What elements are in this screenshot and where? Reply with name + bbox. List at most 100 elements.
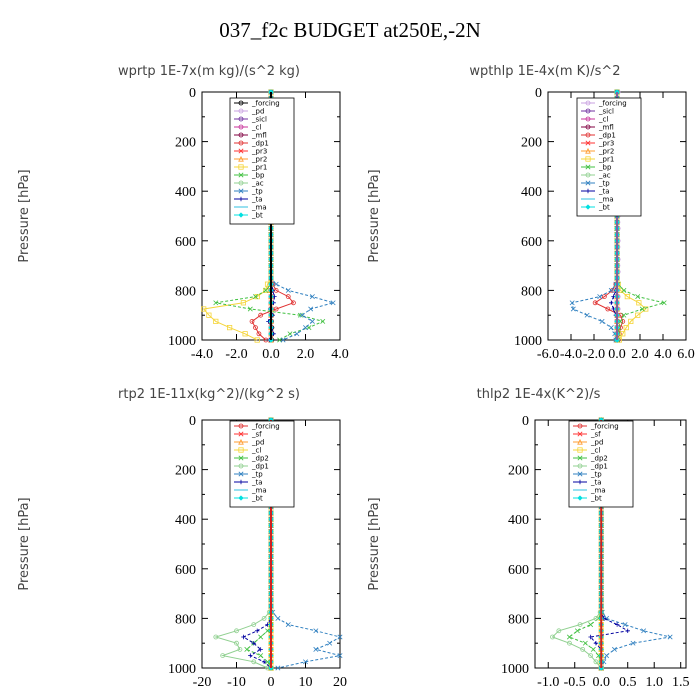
data-point: [261, 616, 267, 621]
data-point: [639, 306, 645, 312]
data-point: [614, 622, 620, 627]
legend-label: _dp1: [251, 140, 269, 148]
data-point: [550, 634, 555, 640]
data-point: [621, 312, 627, 318]
legend-marker: [577, 463, 583, 469]
panel-2: wpthlp 1E-4x(m K)/s^2 Pressure [hPa] 0 200 4…: [367, 64, 695, 362]
data-point: [242, 331, 248, 337]
legend-label: _pr2: [251, 156, 267, 164]
legend-label: _bp: [251, 172, 265, 180]
y-tick-label: 0: [522, 414, 529, 429]
legend-label: _pd: [251, 439, 264, 447]
data-point: [601, 659, 607, 665]
y-tick-label: 200: [175, 464, 196, 479]
legend-marker: [238, 155, 244, 162]
y-tick-label: 600: [521, 235, 542, 250]
legend-label: _pr1: [251, 164, 267, 172]
x-tick-label: 6.0: [677, 347, 695, 362]
legend-label: _forcing: [251, 100, 280, 108]
panel-3: rtp2 1E-11x(kg^2)/(kg^2 s) Pressure [hPa]…: [17, 387, 347, 690]
legend-marker: [238, 196, 244, 202]
y-tick-label: 400: [521, 185, 542, 200]
data-point: [240, 300, 246, 306]
data-point: [643, 306, 649, 312]
legend-marker: [238, 180, 244, 186]
legend-label: _dp1: [251, 463, 269, 471]
legend-label: _ac: [251, 180, 264, 188]
y-tick-label: 1000: [514, 334, 542, 349]
legend-label: _ma: [251, 204, 267, 212]
panel-title: wpthlp 1E-4x(m K)/s^2: [469, 64, 620, 79]
x-tick-label: -2.0: [583, 347, 605, 362]
data-point: [258, 647, 263, 652]
y-tick-label: 1000: [501, 662, 529, 677]
data-point: [588, 634, 593, 640]
legend-label: _ta: [598, 188, 610, 196]
legend-marker: [585, 100, 591, 106]
y-tick-label: 1000: [168, 662, 196, 677]
x-tick-label: 4.0: [331, 347, 349, 362]
data-point: [620, 331, 626, 337]
legend: _forcing_sicl_cl_mfl_dp1_pr3_pr2_pr1_bp_…: [576, 97, 642, 217]
y-tick-label: 400: [508, 513, 529, 528]
data-point: [590, 646, 596, 652]
legend-marker: [238, 124, 244, 130]
legend-marker: [238, 455, 244, 461]
data-point: [601, 294, 607, 300]
data-point: [258, 312, 264, 318]
data-point: [580, 647, 586, 652]
data-point: [226, 324, 233, 331]
data-point: [237, 647, 243, 652]
data-point: [251, 659, 257, 665]
legend-marker: [238, 463, 244, 469]
data-point: [213, 318, 219, 325]
legend-marker: [238, 431, 244, 437]
x-tick-label: -4.0: [191, 347, 213, 362]
data-point: [569, 300, 575, 306]
y-tick-label: 200: [508, 464, 529, 479]
data-point: [624, 293, 630, 300]
legend-marker: [238, 140, 244, 146]
data-point: [588, 653, 594, 658]
legend-label: _sicl: [598, 108, 614, 116]
data-point: [556, 628, 562, 634]
legend-label: _ta: [590, 479, 602, 487]
y-tick-label: 600: [175, 563, 196, 578]
y-axis-label: Pressure [hPa]: [17, 169, 32, 262]
legend-label: _forcing: [598, 100, 627, 108]
data-point: [285, 622, 291, 628]
legend-label: _sf: [590, 431, 601, 439]
legend-label: _dp1: [598, 132, 616, 140]
legend-marker: [238, 471, 244, 477]
data-point: [294, 331, 300, 337]
data-point: [308, 306, 314, 312]
x-tick-label: 2.0: [297, 347, 315, 362]
legend-marker: [577, 431, 583, 437]
data-point: [297, 312, 303, 318]
legend-marker: [585, 140, 591, 146]
data-point: [621, 287, 627, 293]
x-tick-label: -1.0: [537, 675, 559, 690]
data-point: [570, 306, 576, 312]
y-tick-label: 800: [175, 612, 196, 627]
data-point: [247, 306, 253, 312]
data-point: [299, 312, 305, 318]
data-point: [661, 300, 667, 306]
data-point: [599, 318, 605, 324]
data-point: [255, 628, 260, 633]
x-tick-label: -10: [227, 675, 246, 690]
legend: _forcing_sf_pd_cl_dp2_dp1_tp_ta_ma_bt: [568, 420, 634, 508]
legend-marker: [585, 180, 591, 186]
data-point: [636, 300, 642, 306]
panel-title: thlp2 1E-4x(K^2)/s: [477, 387, 601, 402]
data-point: [567, 640, 572, 646]
x-tick-label: -20: [193, 675, 212, 690]
y-tick-label: 1000: [168, 334, 196, 349]
data-point: [303, 659, 308, 665]
data-point: [593, 616, 599, 621]
legend-label: _cl: [598, 116, 608, 124]
data-point: [309, 294, 315, 300]
data-point: [577, 622, 583, 627]
legend-label: _cl: [590, 447, 600, 455]
